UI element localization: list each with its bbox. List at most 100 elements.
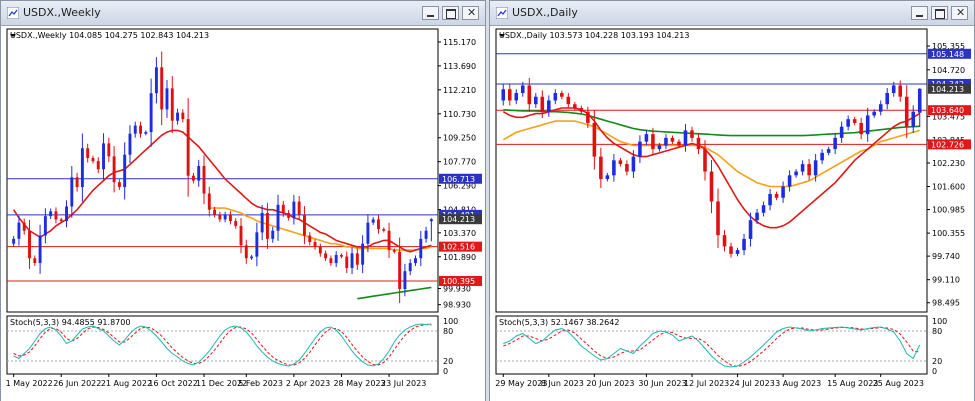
candle-body <box>202 166 206 194</box>
candle-body <box>794 171 798 176</box>
candle-body <box>625 164 629 172</box>
minimize-button[interactable] <box>911 6 928 20</box>
candle-body <box>527 85 532 105</box>
candle-body <box>361 243 365 265</box>
price-axis-label: 100.355 <box>932 229 965 238</box>
candle-body <box>644 134 649 142</box>
candle-body <box>768 194 772 206</box>
stoch-axis-label: 80 <box>443 327 453 336</box>
price-tag <box>439 275 482 286</box>
time-axis-label: 8 Jun 2023 <box>541 379 584 388</box>
candle-body <box>898 85 903 97</box>
price-axis-label: 101.600 <box>932 183 965 192</box>
price-tag-label: 104.213 <box>442 215 475 224</box>
candle-body <box>820 152 824 161</box>
time-axis-label: 5 Feb 2023 <box>238 379 283 388</box>
candle-body <box>308 235 312 243</box>
daily-title-bar[interactable]: USDX.,Daily ✕ <box>490 1 974 26</box>
price-panel-frame <box>495 28 928 313</box>
candle-body <box>75 177 79 188</box>
close-button[interactable]: ✕ <box>462 6 479 20</box>
candle-body <box>904 96 909 127</box>
maximize-button[interactable] <box>931 6 948 20</box>
candle-body <box>690 130 694 138</box>
candle-body <box>218 214 222 220</box>
close-button[interactable]: ✕ <box>951 6 968 20</box>
candle-body <box>638 141 642 157</box>
candle-body <box>398 251 402 289</box>
dropdown-arrow-icon[interactable] <box>499 34 505 37</box>
price-tag-label: 106.713 <box>442 175 475 184</box>
candle-body <box>865 115 870 135</box>
candle-body <box>683 130 688 146</box>
candle-body <box>392 250 396 252</box>
time-axis-label: 26 Jun 2022 <box>53 379 101 388</box>
candle-body <box>514 92 519 101</box>
weekly-window-title: USDX.,Weekly <box>23 6 101 19</box>
time-axis-label: 15 Aug 2023 <box>827 379 878 388</box>
price-axis-label: 112.210 <box>443 86 476 95</box>
candle-body <box>350 253 354 268</box>
weekly-title-bar[interactable]: USDX.,Weekly ✕ <box>1 1 485 26</box>
price-tag-label: 103.640 <box>931 106 964 115</box>
candle-body <box>839 126 844 138</box>
candle-body <box>387 230 391 251</box>
ma-green-line <box>357 286 432 300</box>
candle-body <box>911 111 916 127</box>
dropdown-arrow-icon[interactable] <box>10 34 16 37</box>
time-axis-label: 3 Aug 2023 <box>775 379 821 388</box>
time-axis-label: 23 Jul 2023 <box>381 379 426 388</box>
price-axis-label: 99.740 <box>932 252 960 261</box>
candle-body <box>324 253 328 259</box>
candle-body <box>833 137 837 150</box>
daily-chart[interactable]: 105.355104.720103.475102.845102.230101.6… <box>490 26 974 401</box>
candle-body <box>553 92 558 101</box>
candle-body <box>403 271 407 289</box>
stoch-signal-line <box>503 326 920 368</box>
candle-body <box>239 225 243 246</box>
chart-window-icon <box>496 7 508 19</box>
price-tag-label: 105.148 <box>931 50 964 59</box>
candle-body <box>59 219 63 222</box>
candle-body <box>54 211 58 220</box>
stoch-axis-label: 0 <box>932 367 937 376</box>
daily-window-title: USDX.,Daily <box>512 6 578 19</box>
candle-body <box>65 206 68 222</box>
candle-body <box>534 96 538 105</box>
candle-body <box>170 88 174 121</box>
candle-body <box>419 238 423 259</box>
ma-red-line <box>502 107 921 229</box>
candle-body <box>722 235 727 247</box>
price-axis-label: 98.930 <box>443 301 471 310</box>
candle-body <box>271 230 275 239</box>
price-tag <box>439 173 482 184</box>
candle-body <box>160 67 164 110</box>
candle-body <box>547 100 551 112</box>
candle-body <box>133 125 137 134</box>
candle-body <box>872 111 876 116</box>
time-axis-label: 29 May 2023 <box>495 379 547 388</box>
price-axis-label: 109.250 <box>443 134 476 143</box>
price-axis-label: 100.985 <box>932 206 965 215</box>
time-axis-label: 1 May 2022 <box>6 379 53 388</box>
stoch-axis-label: 100 <box>443 317 458 326</box>
candle-body <box>846 119 850 127</box>
candle-body <box>28 230 31 259</box>
candle-body <box>424 230 428 239</box>
candle-body <box>885 92 889 105</box>
time-axis-label: 16 Oct 2022 <box>148 379 197 388</box>
price-axis-label: 105.355 <box>932 42 965 51</box>
stoch-main-line <box>503 326 921 368</box>
minimize-button[interactable] <box>422 6 439 20</box>
stoch-axis-label: 0 <box>443 367 448 376</box>
candle-body <box>91 157 95 162</box>
weekly-chart-window[interactable]: USDX.,Weekly ✕ 115.170 113.690 112.210 110.… <box>0 0 486 401</box>
candle-body <box>709 171 714 202</box>
price-axis-label: 98.495 <box>932 299 960 308</box>
weekly-chart[interactable]: 115.170 113.690 112.210 110.730 109.250 107.7… <box>1 26 485 401</box>
price-tag-label: 102.726 <box>931 140 964 149</box>
maximize-button[interactable] <box>442 6 459 20</box>
candle-body <box>742 238 746 251</box>
daily-chart-window[interactable]: USDX.,Daily ✕ 105.355104.720103.475102.8… <box>489 0 975 401</box>
candle-body <box>181 112 185 120</box>
